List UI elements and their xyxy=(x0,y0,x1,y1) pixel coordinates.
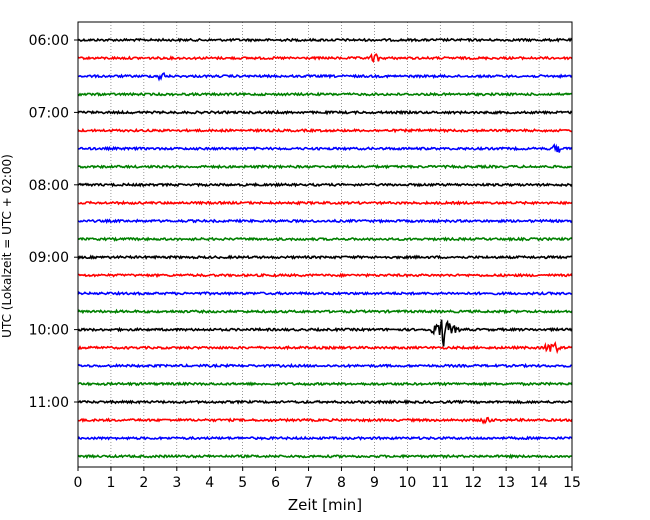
trace-0945 xyxy=(77,308,573,315)
x-tick-label: 1 xyxy=(106,475,115,491)
trace-0930 xyxy=(77,290,573,297)
x-axis-label: Zeit [min] xyxy=(288,496,362,514)
trace-0830 xyxy=(77,218,573,225)
trace-0730 xyxy=(77,143,573,153)
trace-0630 xyxy=(78,72,573,82)
traces xyxy=(77,37,573,460)
trace-1145 xyxy=(77,453,573,460)
trace-1000 xyxy=(77,319,573,347)
x-tick-label: 15 xyxy=(563,475,581,491)
trace-1045 xyxy=(77,381,573,387)
trace-1100 xyxy=(77,399,573,406)
y-axis: 06:00 07:00 08:00 09:00 10:00 11:00 xyxy=(29,33,78,411)
x-tick-label: 0 xyxy=(74,475,83,491)
x-tick-label: 3 xyxy=(172,475,181,491)
trace-0615 xyxy=(77,52,573,63)
grid xyxy=(110,22,540,467)
x-tick-label: 10 xyxy=(398,475,416,491)
x-tick-label: 5 xyxy=(238,475,247,491)
trace-1015 xyxy=(77,340,573,355)
x-tick-label: 6 xyxy=(271,475,280,491)
trace-1030 xyxy=(77,362,573,369)
y-axis-label: UTC (Lokalzeit = UTC + 02:00) xyxy=(0,154,14,338)
x-tick-label: 4 xyxy=(205,475,214,491)
y-tick-label: 09:00 xyxy=(29,250,69,266)
x-tick-label: 12 xyxy=(464,475,482,491)
trace-0845 xyxy=(77,236,573,242)
trace-0800 xyxy=(77,182,573,188)
trace-0700 xyxy=(77,109,573,116)
trace-0815 xyxy=(77,199,573,206)
trace-0715 xyxy=(77,127,572,134)
trace-1115 xyxy=(78,416,573,425)
y-tick-label: 08:00 xyxy=(29,178,69,194)
x-tick-label: 13 xyxy=(497,475,515,491)
plot-area xyxy=(78,22,572,467)
x-tick-label: 14 xyxy=(530,475,548,491)
trace-0900 xyxy=(77,254,573,260)
y-tick-label: 11:00 xyxy=(29,395,69,411)
plot-frame xyxy=(77,21,573,468)
y-tick-label: 07:00 xyxy=(29,105,69,121)
y-tick-label: 06:00 xyxy=(29,33,69,49)
x-axis: 0 1 2 3 4 5 6 7 8 9 10 11 12 13 14 15 xyxy=(74,467,581,491)
x-tick-label: 8 xyxy=(337,475,346,491)
trace-1130 xyxy=(77,435,573,441)
trace-0915 xyxy=(77,272,573,279)
trace-0600 xyxy=(77,37,573,43)
x-tick-label: 7 xyxy=(304,475,313,491)
trace-0745 xyxy=(77,164,573,170)
x-tick-label: 11 xyxy=(431,475,449,491)
x-tick-label: 2 xyxy=(139,475,148,491)
y-tick-label: 10:00 xyxy=(29,323,69,339)
x-tick-label: 9 xyxy=(370,475,379,491)
trace-0645 xyxy=(77,91,573,98)
